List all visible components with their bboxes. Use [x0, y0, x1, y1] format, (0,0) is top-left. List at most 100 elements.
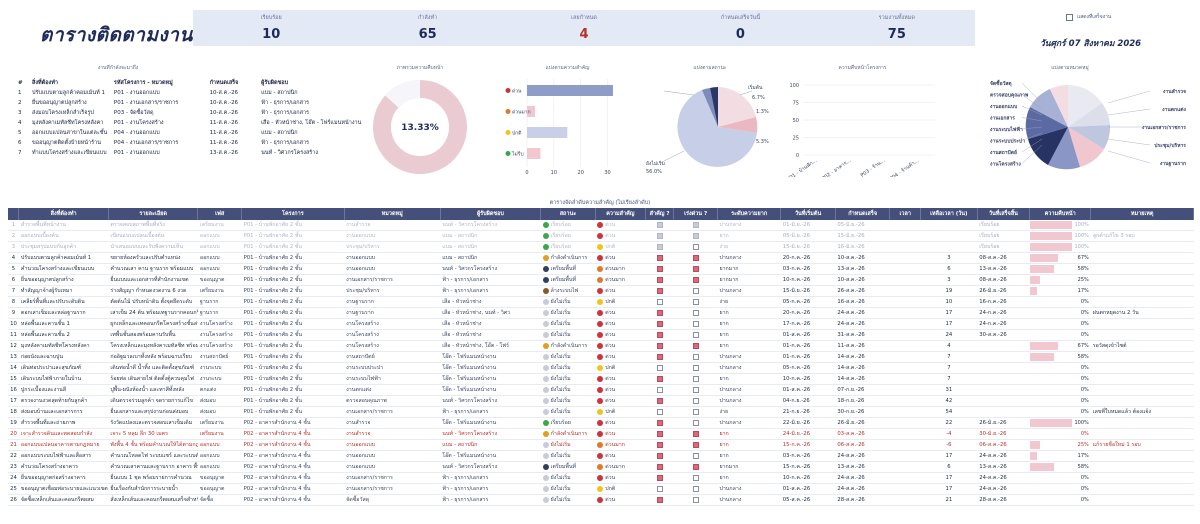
cell-phase[interactable]: งานสถาปัตย์ — [197, 351, 242, 363]
cell-diff[interactable]: ยากมาก — [717, 461, 781, 473]
cell-proj[interactable]: P02 - อาคารสำนักงาน 4 ชั้น — [241, 461, 345, 473]
cell-diff[interactable]: ปานกลาง — [717, 220, 781, 231]
checkbox[interactable] — [692, 353, 699, 360]
cell-cat[interactable]: งานเอกสาร/ราชการ — [344, 406, 441, 418]
table-row[interactable]: 22 ออกแบบระบบไฟฟ้าและสื่อสาร คำนวณโหลดไฟ ร… — [8, 450, 1194, 462]
cell-proj[interactable]: P01 - บ้านพักอาศัย 2 ชั้น — [241, 263, 345, 275]
cell-phase[interactable]: ออกแบบ — [197, 439, 242, 451]
cell-phase[interactable]: ขออนุญาต — [197, 274, 242, 286]
cell-phase[interactable]: เตรียมงาน — [197, 220, 242, 231]
status-dropdown[interactable]: ยังไม่เริ่ม — [540, 329, 596, 341]
cell-cat[interactable]: งานโครงสร้าง — [344, 340, 441, 352]
priority-dropdown[interactable]: ปกติ — [595, 241, 646, 253]
priority-dropdown[interactable]: ปกติ — [595, 296, 646, 308]
priority-dropdown[interactable]: ด่วน — [595, 285, 646, 297]
cell-proj[interactable]: P02 - อาคารสำนักงาน 4 ชั้น — [241, 472, 345, 484]
priority-dropdown[interactable]: ด่วน — [595, 220, 646, 231]
priority-dropdown[interactable]: ด่วนมาก — [595, 274, 646, 286]
column-header[interactable]: กำหนดเสร็จ — [835, 208, 891, 220]
checkbox[interactable] — [692, 276, 699, 283]
table-row[interactable]: 26 จัดซื้อเหล็กเส้นและคอนกรีตผสม สั่งเหล็ก… — [8, 494, 1194, 506]
cell-diff[interactable]: ปานกลาง — [717, 351, 781, 363]
column-header[interactable]: ระดับความยาก — [717, 208, 782, 220]
cell-phase[interactable]: งานระบบ — [197, 362, 242, 374]
table-row[interactable]: 3 ประชุมสรุปแบบกับลูกค้า นำเสนอแบบและรับฟั… — [8, 241, 1194, 253]
checkbox[interactable] — [656, 243, 663, 250]
checkbox[interactable] — [656, 353, 663, 360]
cell-owner[interactable]: เสือ - หัวหน้าช่าง — [440, 296, 541, 308]
cell-owner[interactable]: แบม - สถาปนิก — [440, 230, 541, 242]
cell-diff[interactable]: ปานกลาง — [717, 285, 781, 297]
status-dropdown[interactable]: เรียบร้อย — [540, 241, 596, 253]
status-dropdown[interactable]: กำลังดำเนินการ — [540, 428, 596, 440]
cell-cat[interactable]: งานโครงสร้าง — [344, 329, 441, 341]
checkbox[interactable] — [656, 287, 663, 294]
checkbox[interactable] — [656, 496, 663, 503]
priority-dropdown[interactable]: ด่วน — [595, 373, 646, 385]
cell-cat[interactable]: งานระบบไฟฟ้า — [344, 373, 441, 385]
checkbox[interactable] — [692, 397, 699, 404]
cell-cat[interactable]: งานเอกสาร/ราชการ — [344, 483, 441, 495]
cell-proj[interactable]: P01 - บ้านพักอาศัย 2 ชั้น — [241, 329, 345, 341]
checkbox[interactable] — [656, 430, 663, 437]
cell-owner[interactable]: นนท์ - วิศวกรโครงสร้าง — [440, 395, 541, 407]
checkbox[interactable] — [692, 254, 699, 261]
cell-owner[interactable]: แบม - สถาปนิก — [440, 439, 541, 451]
checkbox[interactable] — [656, 408, 663, 415]
column-header[interactable]: สิ่งที่ต้องทำ — [18, 208, 109, 220]
cell-proj[interactable]: P02 - อาคารสำนักงาน 4 ชั้น — [241, 428, 345, 440]
cell-diff[interactable]: ยาก — [717, 428, 781, 440]
column-header[interactable]: ความคืบหน้า — [1029, 208, 1092, 220]
cell-proj[interactable]: P02 - อาคารสำนักงาน 4 ชั้น — [241, 483, 345, 495]
checkbox[interactable] — [692, 364, 699, 371]
checkbox[interactable] — [656, 331, 663, 338]
cell-proj[interactable]: P01 - บ้านพักอาศัย 2 ชั้น — [241, 406, 345, 418]
cell-phase[interactable]: ออกแบบ — [197, 450, 242, 462]
checkbox[interactable] — [656, 320, 663, 327]
column-header[interactable]: วันที่เสร็จสิ้น — [977, 208, 1031, 220]
cell-proj[interactable]: P01 - บ้านพักอาศัย 2 ชั้น — [241, 230, 345, 242]
cell-phase[interactable]: ออกแบบ — [197, 230, 242, 242]
cell-owner[interactable]: นนท์ - วิศวกรโครงสร้าง — [440, 461, 541, 473]
status-dropdown[interactable]: ยังไม่เริ่ม — [540, 296, 596, 308]
checkbox[interactable] — [692, 331, 699, 338]
priority-dropdown[interactable]: ด่วน — [595, 395, 646, 407]
checkbox[interactable] — [692, 265, 699, 272]
cell-phase[interactable]: ฐานราก — [197, 307, 242, 319]
checkbox[interactable] — [692, 408, 699, 415]
column-header[interactable]: สถานะ — [540, 208, 596, 220]
priority-dropdown[interactable]: ด่วนมาก — [595, 263, 646, 275]
priority-dropdown[interactable]: ด่วน — [595, 307, 646, 319]
status-dropdown[interactable]: ยังไม่เริ่ม — [540, 494, 596, 506]
column-header[interactable]: หมวดหมู่ — [344, 208, 441, 220]
cell-cat[interactable]: งานโครงสร้าง — [344, 318, 441, 330]
cell-cat[interactable]: งานออกแบบ — [344, 252, 441, 264]
cell-proj[interactable]: P01 - บ้านพักอาศัย 2 ชั้น — [241, 241, 345, 253]
cell-owner[interactable]: ฟ้า - ธุรการ/เอกสาร — [440, 483, 541, 495]
cell-owner[interactable]: ฟ้า - ธุรการ/เอกสาร — [440, 472, 541, 484]
cell-cat[interactable]: ตรวจสอบคุณภาพ — [344, 395, 441, 407]
status-dropdown[interactable]: เตรียมพื้นที่ — [540, 263, 596, 275]
cell-phase[interactable]: ออกแบบ — [197, 461, 242, 473]
checkbox[interactable] — [656, 397, 663, 404]
table-row[interactable]: 5 คำนวณโครงสร้างและเขียนแบบ คำนวณเสา คาน ฐ… — [8, 263, 1194, 275]
table-row[interactable]: 15 เดินระบบไฟฟ้าภายในบ้าน ร้อยท่อ เดินสายไ… — [8, 373, 1194, 385]
cell-diff[interactable]: ยาก — [717, 318, 781, 330]
checkbox[interactable] — [692, 430, 699, 437]
cell-proj[interactable]: P02 - อาคารสำนักงาน 4 ชั้น — [241, 439, 345, 451]
table-row[interactable]: 4 ปรับแบบตามลูกค้าคอมเม้นท์ 1 ขยายห้องครัว… — [8, 252, 1194, 264]
column-header[interactable]: วันที่เริ่มต้น — [780, 208, 836, 220]
cell-owner[interactable]: นนท์ - วิศวกรโครงสร้าง — [440, 428, 541, 440]
table-row[interactable]: 23 คำนวณโครงสร้างอาคาร คำนวณเสาคานและฐานรา… — [8, 461, 1194, 473]
checkbox[interactable] — [656, 232, 663, 239]
cell-proj[interactable]: P01 - บ้านพักอาศัย 2 ชั้น — [241, 252, 345, 264]
status-dropdown[interactable]: ยังไม่เริ่ม — [540, 406, 596, 418]
priority-dropdown[interactable]: ด่วน — [595, 428, 646, 440]
cell-diff[interactable]: ปานกลาง — [717, 417, 781, 429]
checkbox[interactable] — [656, 276, 663, 283]
cell-owner[interactable]: เสือ - หัวหน้าช่าง, โอ๊ต - โฟร์ — [440, 340, 541, 352]
cell-owner[interactable]: โอ๊ต - โฟร์แมนหน้างาน — [440, 384, 541, 396]
cell-cat[interactable]: งานออกแบบ — [344, 461, 441, 473]
show-done-checkbox[interactable] — [1066, 13, 1073, 21]
cell-phase[interactable]: จัดซื้อ — [197, 494, 242, 506]
